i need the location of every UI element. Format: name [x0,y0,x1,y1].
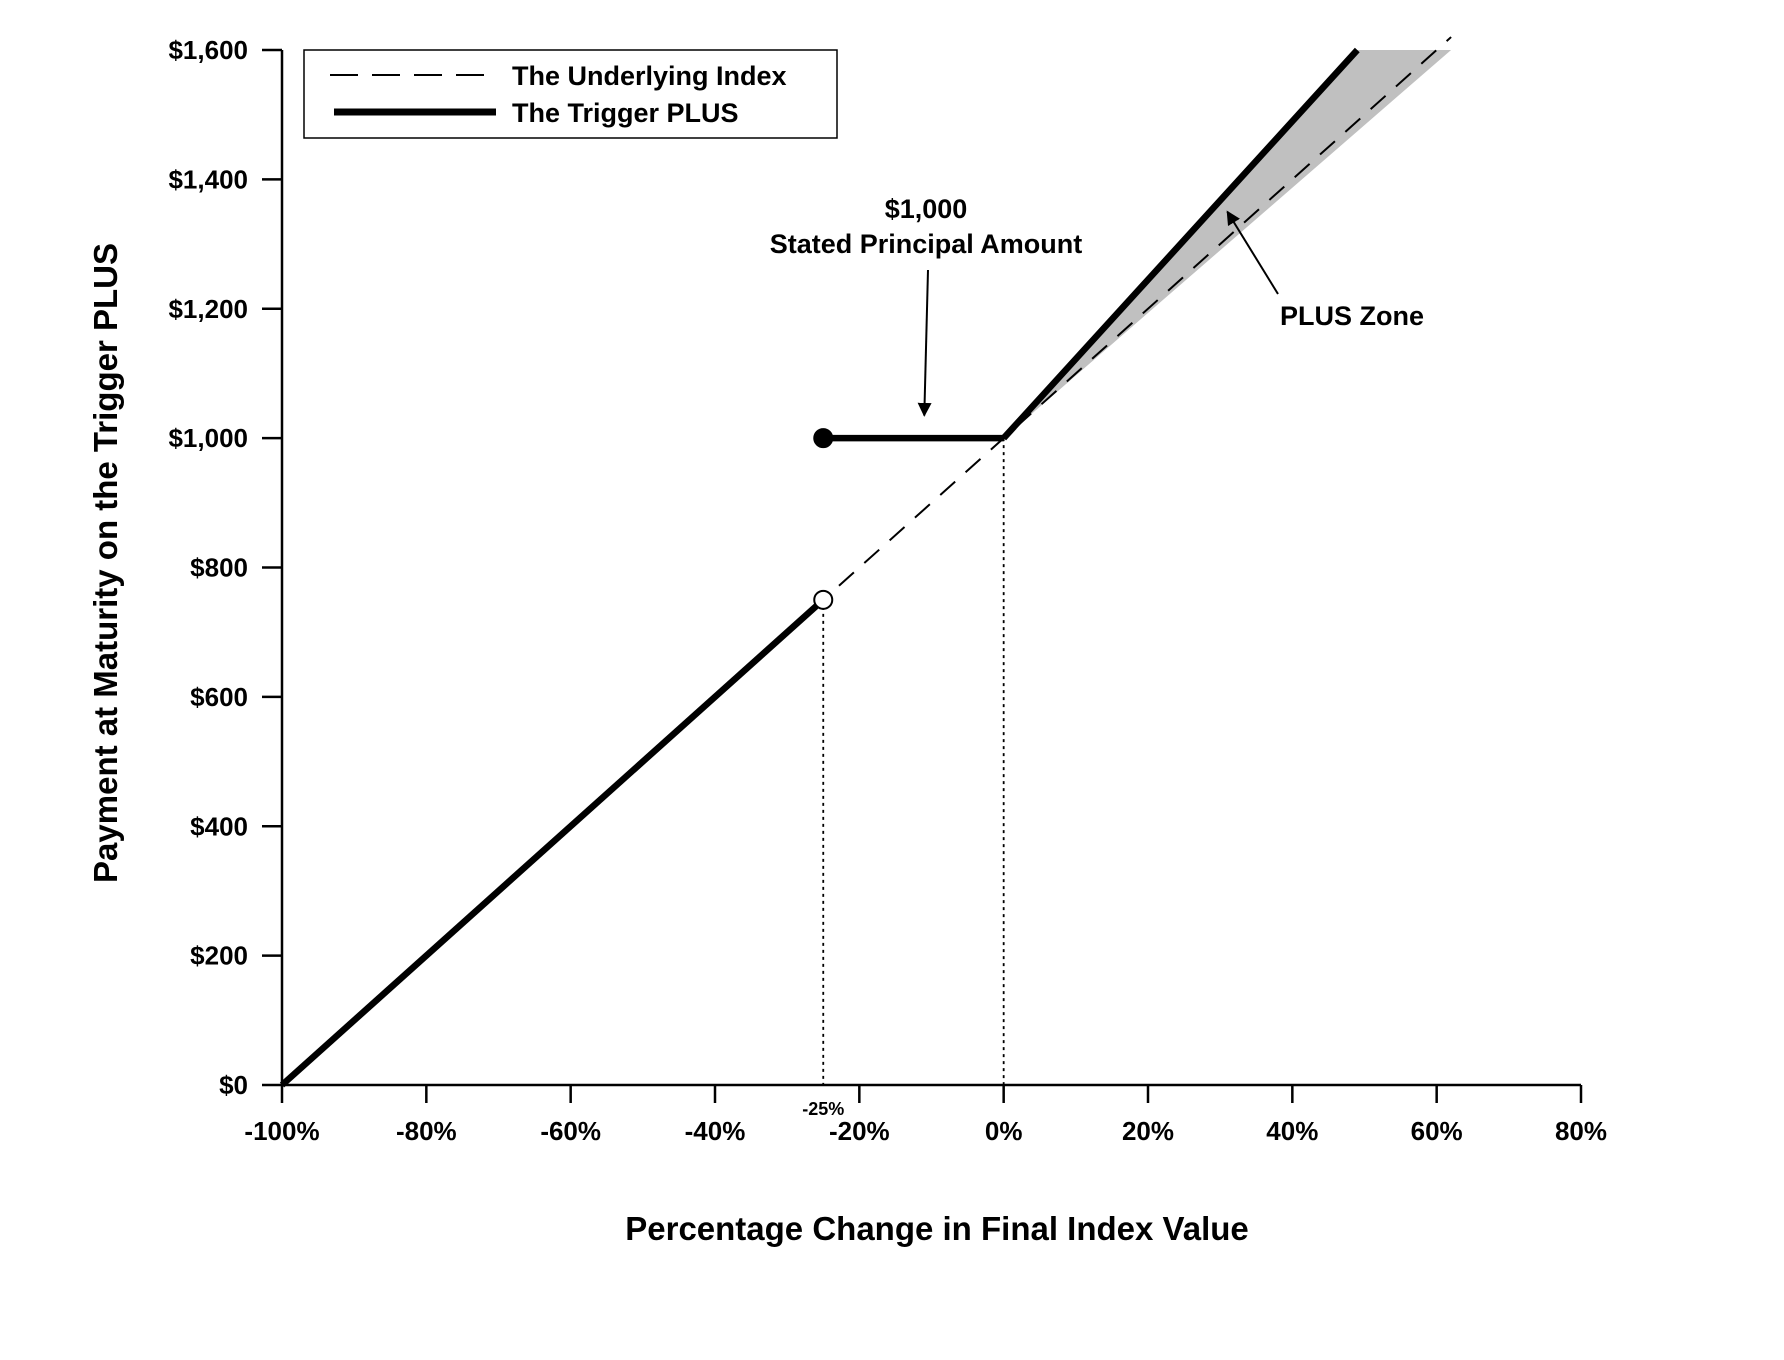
x-tick-label: -60% [540,1116,601,1146]
x-tick-label: -100% [244,1116,319,1146]
y-axis-title: Payment at Maturity on the Trigger PLUS [87,243,124,883]
filled-marker [813,428,834,449]
annotation-principal-arrow [917,269,932,417]
trigger-plus-segment [1001,47,1360,441]
open-marker [813,589,834,610]
x-axis-title: Percentage Change in Final Index Value [625,1210,1249,1247]
y-tick-label: $1,600 [168,35,248,65]
y-tick-label: $1,400 [168,164,248,194]
series-underlying-index-line [281,36,1452,1086]
trigger-plus-segment [279,597,826,1088]
y-tick-label: $0 [219,1070,248,1100]
y-tick-label: $800 [190,553,248,583]
x-tick-label: -40% [685,1116,746,1146]
x-tick-label: -20% [829,1116,890,1146]
x-tick-label: 80% [1555,1116,1607,1146]
plus-zone-shading [1003,50,1452,439]
x-tick-label: 40% [1266,1116,1318,1146]
annotations: $1,000 Stated Principal Amount PLUS Zone [770,194,1424,417]
y-tick-label: $1,200 [168,294,248,324]
series-markers [813,428,834,610]
annotation-principal-amount: $1,000 [885,194,968,224]
y-tick-label: $600 [190,682,248,712]
annotation-principal-label: Stated Principal Amount [770,229,1083,259]
x-tick-label: -80% [396,1116,457,1146]
y-tick-label: $1,000 [168,423,248,453]
x-tick-label-trigger: -25% [802,1099,844,1119]
legend-label-underlying-index: The Underlying Index [512,61,787,91]
legend: The Underlying Index The Trigger PLUS [303,49,838,139]
annotation-plus-zone-arrow [1226,210,1279,295]
legend-label-trigger-plus: The Trigger PLUS [512,98,739,128]
y-tick-label: $400 [190,811,248,841]
reference-lines [822,438,1005,1085]
annotation-plus-zone-label: PLUS Zone [1280,301,1424,331]
legend-box [303,49,838,139]
x-axis-ticks: -100% -80% -60% -40% -20% 0% 20% 40% 60% 80% -25% [244,1085,1607,1146]
y-axis-ticks: $0 $200 $400 $600 $800 $1,000 $1,200 $1,400 $1,6… [168,35,282,1100]
x-tick-label: 60% [1411,1116,1463,1146]
x-tick-label: 0% [985,1116,1023,1146]
series-trigger-plus-lines [279,47,1360,1088]
y-tick-label: $200 [190,941,248,971]
x-tick-label: 20% [1122,1116,1174,1146]
